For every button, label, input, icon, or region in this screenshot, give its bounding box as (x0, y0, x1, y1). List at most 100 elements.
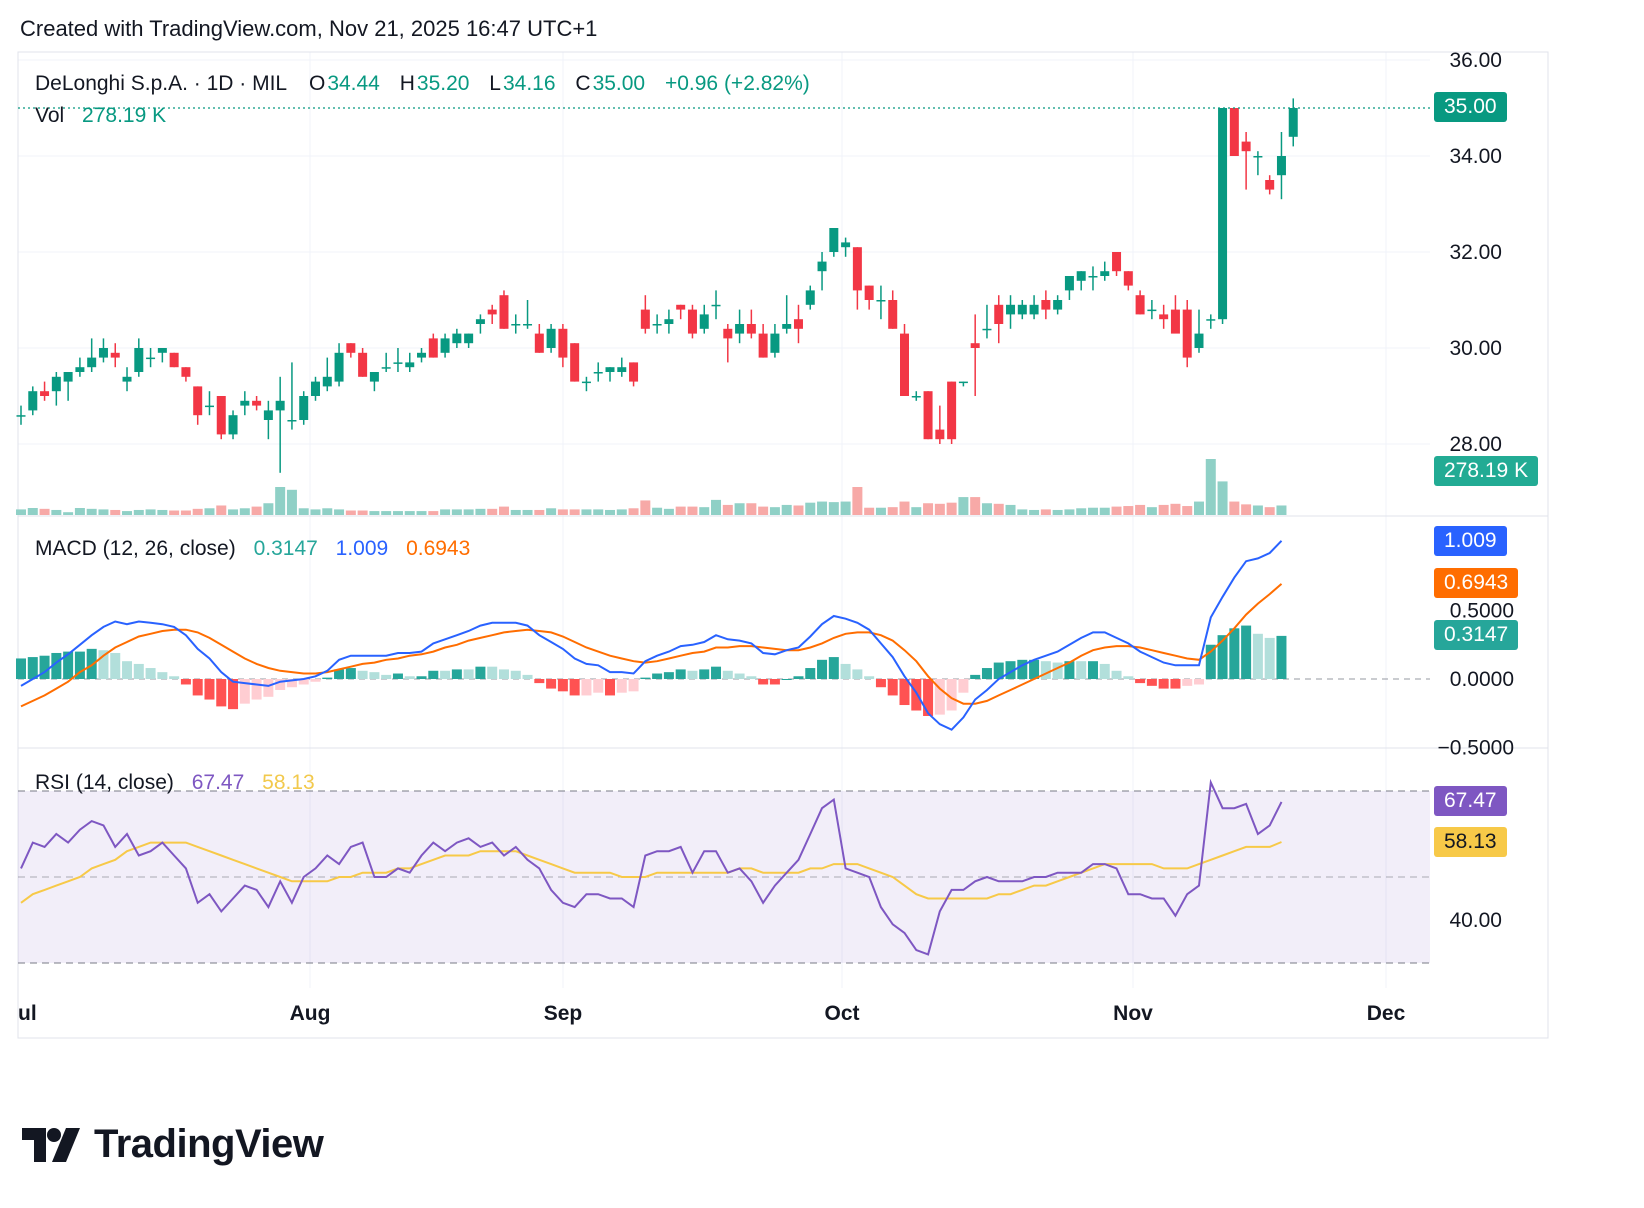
candle-body (299, 396, 309, 420)
macd-histogram-bar (699, 669, 710, 679)
macd-histogram-bar (1111, 670, 1122, 679)
macd-histogram-bar (251, 679, 262, 700)
candle-body (1170, 309, 1180, 334)
rsi-pane (18, 778, 1430, 964)
candle-body (947, 381, 957, 440)
hist-tag: 0.3147 (1434, 620, 1519, 650)
macd-hist-value: 0.3147 (253, 537, 318, 560)
volume-value: 278.19 K (82, 104, 167, 127)
macd-histogram-bar (263, 679, 274, 697)
macd-histogram-bar (687, 670, 698, 679)
candle-body (311, 381, 320, 396)
volume-bar (640, 500, 651, 515)
macd-histogram-bar (769, 679, 780, 685)
macd-histogram-bar (1135, 679, 1146, 684)
candle-body (1088, 276, 1098, 278)
macd-histogram-bar (546, 679, 557, 689)
candle-body (1112, 252, 1122, 272)
volume-bar (546, 508, 557, 515)
candle-body (417, 352, 427, 358)
macd-histogram-bar (840, 663, 851, 679)
volume-bar (1040, 509, 1051, 515)
macd-histogram-bar (887, 679, 898, 696)
macd-histogram-bar (239, 679, 250, 704)
macd-value: 1.009 (335, 537, 389, 560)
macd-histogram-bar (440, 670, 451, 679)
volume-bar (110, 509, 121, 515)
candle-body (782, 324, 792, 329)
volume-bar (86, 508, 97, 515)
macd-histogram-bar (510, 670, 521, 679)
candle-body (334, 352, 344, 382)
volume-bar (1135, 504, 1146, 515)
volume-bar (1229, 501, 1240, 515)
candle-body (1053, 300, 1063, 310)
macd-histogram-bar (958, 679, 969, 693)
price-tag: 35.00 (1434, 92, 1507, 122)
volume-bar (39, 508, 50, 515)
volume-bar (1276, 505, 1287, 515)
time-axis: ul Aug Sep Oct Nov Dec (18, 1002, 1406, 1025)
candle-body (381, 367, 391, 369)
candle-body (193, 386, 203, 416)
price-axis: 36.00 34.00 32.00 30.00 28.00 0.5000 0.0000 −0.… (1438, 49, 1515, 932)
symbol-name: DeLonghi S.p.A. · 1D · MIL (35, 72, 288, 95)
macd-histogram-bar (981, 668, 992, 679)
volume-bar (1064, 509, 1075, 515)
macd-histogram-bar (51, 652, 62, 679)
volume-bar (16, 509, 26, 515)
macd-title: MACD (12, 26, close) (35, 537, 236, 560)
candle-body (770, 333, 780, 353)
macd-histogram-bar (746, 676, 757, 679)
candle-body (1241, 141, 1251, 152)
macd-histogram-bar (404, 676, 415, 679)
macd-histogram-bar (451, 669, 462, 679)
macd-histogram-bar (828, 657, 839, 679)
time-tick-label: ul (18, 1002, 37, 1025)
candle-body (369, 372, 379, 382)
volume-bar (416, 511, 427, 515)
macd-histogram-bar (275, 679, 286, 690)
candle-body (958, 381, 968, 384)
symbol-legend: DeLonghi S.p.A. · 1D · MIL O34.44 H35.20… (35, 72, 812, 96)
volume-bar (1052, 509, 1063, 515)
candle-body (829, 228, 839, 252)
candle-body (1029, 304, 1039, 315)
volume-bar (1194, 501, 1204, 515)
volume-bar (1076, 508, 1087, 515)
volume-bar (498, 506, 509, 515)
candle-body (534, 333, 544, 353)
macd-histogram-bar (369, 672, 380, 679)
macd-histogram-bar (74, 651, 85, 679)
volume-bar (852, 487, 863, 515)
volume-bar (569, 509, 580, 515)
volume-bar (946, 502, 957, 515)
candle-body (1123, 271, 1133, 286)
volume-bar (663, 508, 674, 515)
macd-histogram-bar (593, 679, 604, 693)
volume-bar (192, 508, 203, 515)
volume-bar (970, 497, 981, 515)
candle-body (1265, 180, 1275, 190)
volume-bar (428, 511, 439, 515)
volume-bar (1205, 459, 1216, 515)
candle-body (240, 400, 250, 406)
gridlines (17, 51, 1549, 1039)
macd-histogram-bar (1241, 625, 1252, 679)
tradingview-logo[interactable]: TradingView (22, 1122, 324, 1167)
macd-histogram-bar (463, 669, 474, 679)
volume-bar (133, 509, 144, 515)
volume-bar (322, 508, 333, 515)
volume-bar (899, 501, 910, 515)
candle-body (558, 328, 568, 358)
candle-body (735, 324, 745, 334)
macd-histogram-bar (1264, 637, 1275, 679)
candle-body (1076, 271, 1086, 281)
macd-histogram-bar (16, 658, 26, 679)
volume-bar (1170, 503, 1181, 515)
volume-bar (616, 509, 627, 515)
rsi-tag: 67.47 (1434, 786, 1507, 816)
candle-body (51, 376, 61, 392)
volume-bar (98, 509, 109, 515)
